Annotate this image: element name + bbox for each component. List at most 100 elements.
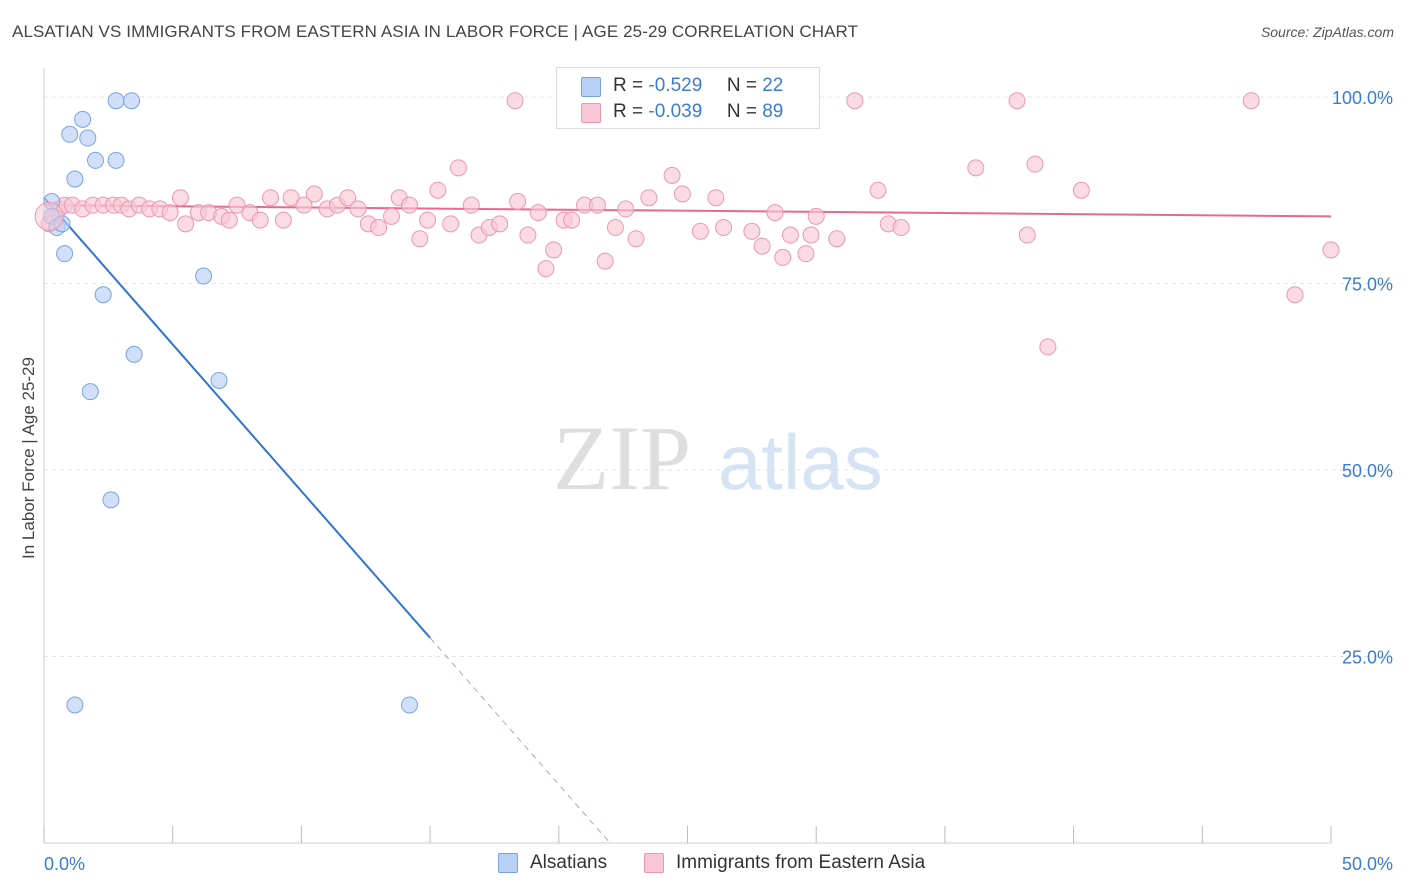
- point-eastern-asia: [419, 211, 437, 229]
- point-eastern-asia: [228, 196, 246, 214]
- point-alsatians: [61, 125, 79, 143]
- trend-lines: [43, 197, 1332, 844]
- legend-r-value: -0.529: [648, 75, 703, 96]
- point-eastern-asia: [797, 245, 815, 263]
- bottom-legend-swatch-blue: [498, 853, 518, 873]
- point-eastern-asia: [846, 92, 864, 110]
- point-eastern-asia: [1286, 286, 1304, 304]
- point-alsatians: [210, 371, 228, 389]
- point-eastern-asia: [262, 189, 280, 207]
- point-eastern-asia: [828, 230, 846, 248]
- y-tick-label: 25.0%: [1342, 648, 1393, 668]
- legend-swatch-pink: [581, 103, 601, 123]
- point-eastern-asia: [449, 159, 467, 177]
- watermark-atlas: atlas: [718, 418, 883, 506]
- point-eastern-asia: [617, 200, 635, 218]
- point-eastern-asia: [370, 219, 388, 237]
- point-eastern-asia: [295, 196, 313, 214]
- scatter-points: [34, 92, 1340, 714]
- point-eastern-asia: [1322, 241, 1340, 259]
- point-eastern-asia: [305, 185, 323, 203]
- point-eastern-asia: [274, 211, 292, 229]
- point-eastern-asia: [807, 207, 825, 225]
- point-alsatians: [56, 245, 74, 263]
- point-eastern-asia: [588, 196, 606, 214]
- point-eastern-asia: [401, 196, 419, 214]
- point-eastern-asia: [1026, 155, 1044, 173]
- y-tick-label: 50.0%: [1342, 461, 1393, 481]
- point-alsatians: [66, 696, 84, 714]
- legend-r-label: R =: [613, 101, 644, 122]
- point-eastern-asia: [707, 189, 725, 207]
- source-label: Source: ZipAtlas.com: [1260, 24, 1394, 40]
- point-alsatians: [125, 345, 143, 363]
- x-tick-label: 0.0%: [44, 854, 85, 874]
- point-eastern-asia: [743, 222, 761, 240]
- legend-n-label: N =: [726, 75, 757, 96]
- point-eastern-asia: [537, 260, 555, 278]
- point-eastern-asia: [753, 237, 771, 255]
- point-eastern-asia: [967, 159, 985, 177]
- point-alsatians: [107, 92, 125, 110]
- point-eastern-asia: [429, 181, 447, 199]
- axes: [43, 68, 1332, 844]
- point-alsatians: [66, 170, 84, 188]
- point-eastern-asia: [509, 192, 527, 210]
- point-eastern-asia: [411, 230, 429, 248]
- point-eastern-asia: [781, 226, 799, 244]
- point-alsatians: [86, 151, 104, 169]
- trend-line-eastern-asia: [43, 204, 1332, 218]
- point-eastern-asia: [339, 189, 357, 207]
- legend-r-label: R =: [613, 75, 644, 96]
- legend-n-label: N =: [726, 101, 757, 122]
- point-alsatians: [94, 286, 112, 304]
- legend-swatch-blue: [581, 77, 601, 97]
- point-alsatians: [195, 267, 213, 285]
- point-eastern-asia: [563, 211, 581, 229]
- gridlines: [44, 96, 1391, 657]
- point-eastern-asia: [462, 196, 480, 214]
- point-eastern-asia: [1008, 92, 1026, 110]
- point-eastern-asia: [766, 204, 784, 222]
- point-eastern-asia: [715, 219, 733, 237]
- trend-line-alsatians-extrapolated: [429, 637, 611, 844]
- legend-n-value: 22: [762, 75, 784, 96]
- y-tick-label: 100.0%: [1332, 88, 1393, 108]
- watermark: ZIP atlas: [553, 407, 883, 509]
- legend-r-value: -0.039: [648, 101, 703, 122]
- y-axis-label: In Labor Force | Age 25-29: [19, 357, 38, 559]
- point-eastern-asia: [220, 211, 238, 229]
- legend-text: R = -0.039 N = 89: [613, 101, 783, 123]
- point-eastern-asia: [869, 181, 887, 199]
- point-alsatians: [74, 110, 92, 128]
- bottom-legend-label: Immigrants from Eastern Asia: [676, 852, 926, 873]
- point-eastern-asia: [673, 185, 691, 203]
- point-eastern-asia: [161, 204, 179, 222]
- point-eastern-asia: [251, 211, 269, 229]
- trend-line-alsatians: [43, 197, 431, 639]
- point-eastern-asia: [519, 226, 537, 244]
- point-alsatians: [81, 383, 99, 401]
- point-eastern-asia: [1039, 338, 1057, 356]
- point-eastern-asia: [1072, 181, 1090, 199]
- point-eastern-asia: [627, 230, 645, 248]
- tick-labels: 100.0% 75.0% 50.0% 25.0% 0.0% 50.0%: [44, 88, 1393, 874]
- point-eastern-asia: [691, 222, 709, 240]
- point-alsatians: [107, 151, 125, 169]
- point-eastern-asia: [491, 215, 509, 233]
- point-alsatians: [79, 129, 97, 147]
- point-eastern-asia: [349, 200, 367, 218]
- point-eastern-asia: [529, 204, 547, 222]
- point-eastern-asia: [606, 219, 624, 237]
- correlation-legend: R = -0.529 N = 22 R = -0.039 N = 89: [556, 67, 820, 129]
- point-alsatians: [123, 92, 141, 110]
- point-eastern-asia: [663, 166, 681, 184]
- point-eastern-asia-cluster: [34, 201, 64, 231]
- point-eastern-asia: [442, 215, 460, 233]
- point-eastern-asia: [506, 92, 524, 110]
- bottom-legend-label: Alsatians: [530, 852, 608, 873]
- y-tick-label: 75.0%: [1342, 275, 1393, 295]
- watermark-zip: ZIP: [553, 407, 691, 509]
- point-eastern-asia: [545, 241, 563, 259]
- point-eastern-asia: [640, 189, 658, 207]
